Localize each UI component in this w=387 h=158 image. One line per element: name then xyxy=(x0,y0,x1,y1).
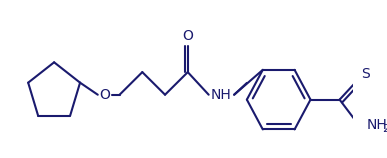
Text: O: O xyxy=(99,88,110,102)
Text: 2: 2 xyxy=(382,124,387,134)
Text: O: O xyxy=(182,29,193,43)
Text: NH: NH xyxy=(367,118,387,132)
Text: S: S xyxy=(361,67,370,81)
Text: NH: NH xyxy=(211,88,232,102)
